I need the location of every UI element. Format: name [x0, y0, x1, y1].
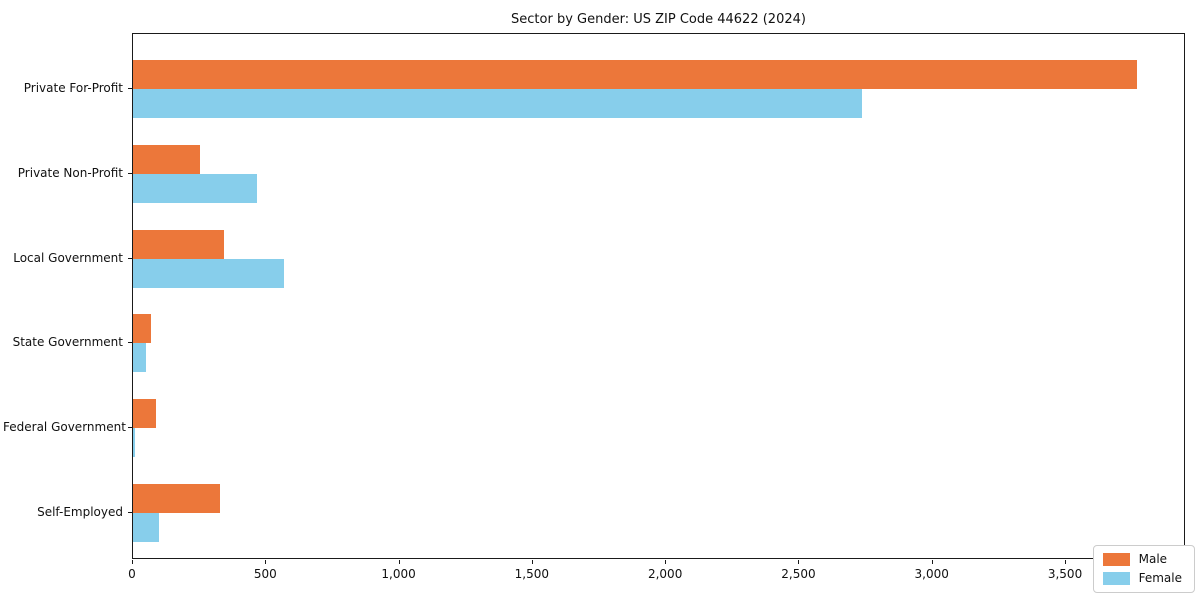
ytick-label-self-employed: Self-Employed [37, 505, 123, 519]
chart-title: Sector by Gender: US ZIP Code 44622 (202… [511, 12, 806, 27]
bar-male-private-for-profit [133, 60, 1137, 89]
xtick-mark [931, 560, 933, 564]
xtick-label-0: 0 [128, 567, 136, 581]
ytick-label-local-government: Local Government [13, 250, 123, 265]
bar-male-federal-government [133, 399, 156, 429]
bar-female-state-government [133, 343, 146, 373]
plot-area [132, 33, 1185, 559]
ytick-label-private-for-profit: Private For-Profit [23, 81, 123, 95]
ytick-mark [128, 88, 132, 89]
bar-female-local-government [133, 258, 284, 288]
xtick-label-1500: 1,500 [514, 567, 550, 581]
legend-swatch-male [1102, 553, 1130, 566]
bar-female-federal-government [133, 428, 135, 458]
xtick-label-3500: 3,500 [1047, 567, 1083, 581]
bar-female-private-for-profit [133, 89, 862, 118]
xtick-mark [132, 560, 133, 564]
ytick-mark [128, 427, 132, 429]
legend-entry-female: Female [1102, 571, 1182, 585]
bar-male-local-government [133, 229, 224, 259]
xtick-label-2000: 2,000 [647, 567, 683, 581]
ytick-label-federal-government: Federal Government [3, 420, 126, 435]
bar-female-private-non-profit [133, 173, 257, 203]
ytick-label-state-government: State Government [12, 335, 123, 350]
legend-label-female: Female [1138, 571, 1182, 585]
legend-label-male: Male [1138, 552, 1168, 566]
bar-male-private-non-profit [133, 144, 200, 174]
xtick-mark [398, 560, 400, 564]
bar-female-self-employed [133, 513, 159, 542]
xtick-label-1000: 1,000 [381, 567, 416, 581]
ytick-mark [128, 172, 132, 174]
xtick-label-500: 500 [253, 567, 277, 581]
xtick-mark [265, 560, 267, 564]
xtick-label-3000: 3,000 [914, 567, 949, 581]
ytick-mark [128, 257, 132, 259]
xtick-label-2500: 2,500 [781, 567, 816, 581]
xtick-mark [531, 560, 533, 564]
ytick-mark [128, 512, 132, 513]
ytick-label-private-non-profit: Private Non-Profit [17, 165, 123, 180]
legend: Male Female [1092, 545, 1195, 593]
xtick-mark [665, 560, 667, 564]
ytick-mark [128, 342, 132, 344]
legend-swatch-female [1102, 572, 1130, 585]
xtick-mark [798, 560, 800, 564]
bar-male-self-employed [133, 484, 220, 513]
bar-male-state-government [133, 314, 151, 344]
xtick-mark [1065, 560, 1067, 564]
legend-entry-male: Male [1102, 552, 1182, 566]
